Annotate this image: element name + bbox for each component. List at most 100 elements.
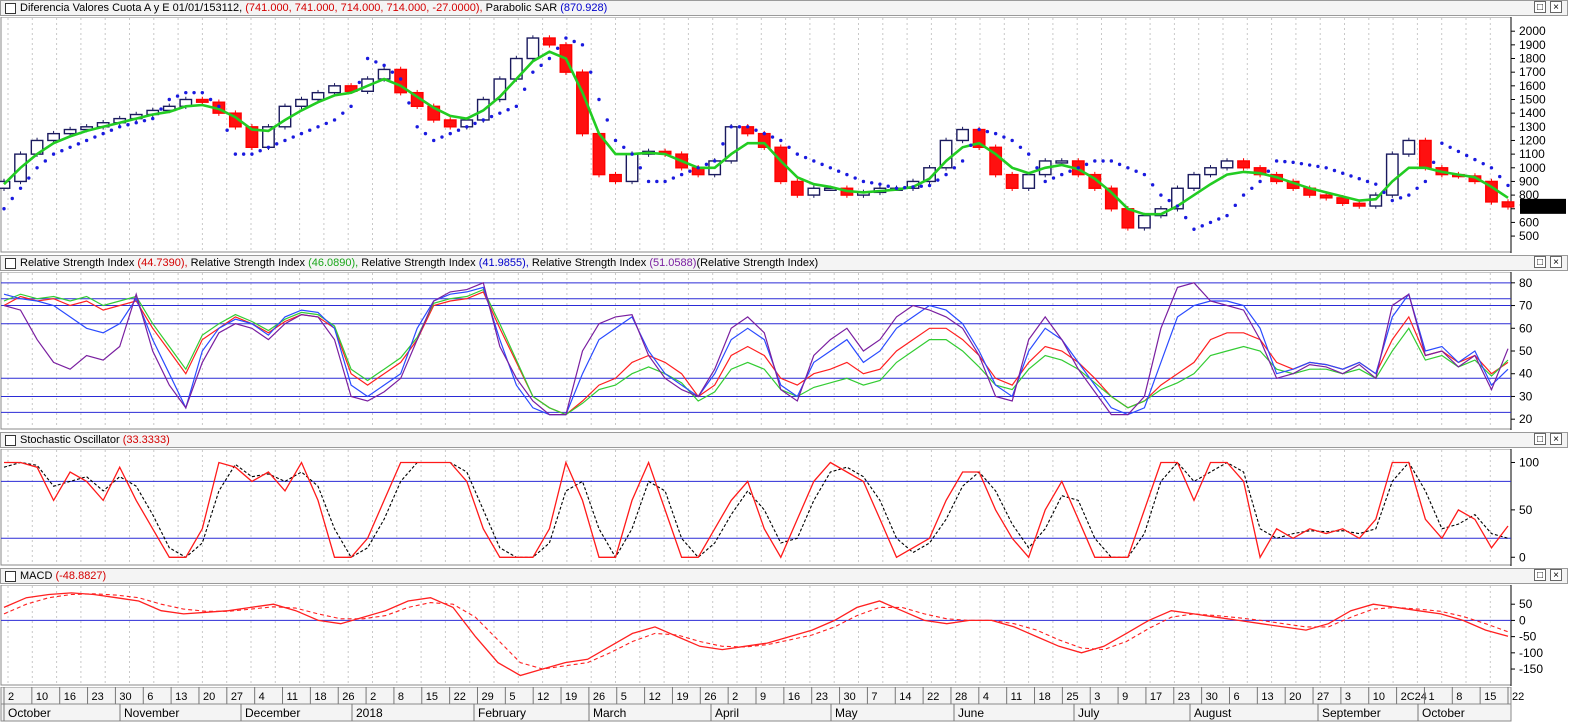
panels.macd.y_ticks-tick-label: 0 bbox=[1519, 613, 1526, 627]
last-price-label: 714.00 bbox=[1522, 200, 1559, 214]
sar-dot bbox=[1299, 161, 1304, 166]
day-label: 29 bbox=[481, 691, 493, 703]
sar-dot bbox=[1398, 196, 1403, 200]
day-label: 5 bbox=[509, 691, 515, 703]
day-label: 10 bbox=[1373, 691, 1385, 703]
price-candle bbox=[790, 180, 804, 196]
price-close-button[interactable]: × bbox=[1550, 1, 1562, 13]
rsi-restore-button[interactable]: □ bbox=[1534, 256, 1546, 268]
panel-menu-icon[interactable] bbox=[5, 3, 16, 14]
sar-dot bbox=[671, 176, 676, 180]
rsi-label-5: (Relative Strength Index) bbox=[696, 257, 819, 269]
macd-line bbox=[3, 592, 1509, 677]
sar-dot bbox=[770, 135, 775, 139]
sar-dot bbox=[225, 128, 229, 132]
sar-dot bbox=[1481, 161, 1485, 166]
sar-dot bbox=[2, 207, 6, 211]
sar-dot bbox=[200, 90, 205, 95]
sar-dot bbox=[1357, 177, 1361, 181]
sar-dot bbox=[1473, 157, 1477, 162]
panels.price.y_ticks-tick-label: 1200 bbox=[1519, 133, 1546, 147]
macd-restore-button[interactable]: □ bbox=[1534, 569, 1546, 581]
sar-dot bbox=[746, 125, 750, 129]
sar-dot bbox=[630, 152, 634, 156]
rsi-label-3: Relative Strength Index bbox=[361, 257, 476, 269]
sar-dot bbox=[1258, 179, 1262, 184]
day-label: 22 bbox=[1512, 691, 1524, 703]
sar-dot bbox=[308, 128, 312, 132]
sar-dot bbox=[721, 142, 725, 146]
price-candle bbox=[1088, 173, 1102, 189]
price-candle bbox=[63, 128, 77, 135]
rsi-panel: Relative Strength Index (44.7390), Relat… bbox=[0, 255, 1570, 430]
day-label: 16 bbox=[788, 691, 800, 703]
sar-dot bbox=[903, 185, 907, 190]
sar-dot bbox=[27, 176, 31, 180]
stoch-value: (33.3333) bbox=[122, 434, 170, 446]
sar-dot bbox=[696, 166, 700, 170]
macd-chart: 50 0 -50 -100 -150 bbox=[0, 585, 1543, 686]
sar-dot bbox=[217, 104, 221, 109]
rsi-label-2: Relative Strength Index bbox=[190, 257, 305, 269]
panel-menu-icon[interactable] bbox=[5, 571, 16, 582]
day-label: 8 bbox=[398, 691, 404, 703]
price-ohlc: (741.000, 741.000, 714.000, 714.000, -27… bbox=[245, 2, 483, 14]
rsi-panel-header: Relative Strength Index (44.7390), Relat… bbox=[0, 255, 1568, 271]
price-candle bbox=[1352, 202, 1366, 207]
panels.price.y_ticks-tick-label: 2000 bbox=[1519, 24, 1546, 38]
price-candle bbox=[245, 126, 259, 148]
sar-dot bbox=[779, 138, 783, 143]
sar-dot bbox=[1316, 164, 1320, 169]
panel-menu-icon[interactable] bbox=[5, 435, 16, 446]
price-candle bbox=[344, 85, 358, 92]
day-label: 26 bbox=[593, 691, 605, 703]
sar-dot bbox=[1431, 160, 1436, 165]
price-chart: 2000190018001700160015001400130012001100… bbox=[0, 17, 1566, 253]
sar-dot bbox=[35, 166, 39, 170]
sar-dot bbox=[175, 94, 180, 98]
price-restore-button[interactable]: □ bbox=[1534, 1, 1546, 13]
stoch-restore-button[interactable]: □ bbox=[1534, 433, 1546, 445]
sar-dot bbox=[1266, 169, 1271, 173]
sar-dot bbox=[407, 101, 411, 105]
macd-value: (-48.8827) bbox=[55, 570, 107, 582]
sar-dot bbox=[117, 125, 122, 129]
sar-dot bbox=[101, 131, 105, 136]
sar-dot bbox=[1027, 152, 1031, 156]
sar-dot bbox=[283, 138, 287, 143]
sar-dot bbox=[1390, 198, 1395, 203]
price-candle bbox=[1402, 139, 1416, 155]
macd-panel: MACD (-48.8827) □ × 50 0 -50 -100 -150 bbox=[0, 568, 1570, 686]
sar-label: Parabolic SAR bbox=[485, 2, 558, 14]
rsi-line-4 bbox=[3, 281, 1509, 416]
panels.macd.y_ticks-tick-label: -150 bbox=[1519, 662, 1543, 676]
sar-dot bbox=[514, 104, 519, 109]
sar-dot bbox=[795, 152, 800, 156]
sar-dot bbox=[1464, 153, 1469, 158]
rsi-line-3 bbox=[3, 286, 1509, 416]
sar-dot bbox=[1101, 159, 1105, 163]
sar-dot bbox=[1084, 162, 1089, 167]
rsi-close-button[interactable]: × bbox=[1550, 256, 1562, 268]
price-candle bbox=[609, 173, 622, 183]
sar-dot bbox=[1349, 174, 1353, 178]
stoch-close-button[interactable]: × bbox=[1550, 433, 1562, 445]
sar-dot bbox=[564, 36, 568, 40]
day-label: 7 bbox=[871, 691, 877, 703]
day-label: 26 bbox=[704, 691, 716, 703]
price-candle bbox=[195, 98, 209, 103]
sar-dot bbox=[1068, 169, 1072, 173]
sar-dot bbox=[1506, 183, 1510, 188]
panels.rsi.y_ticks-tick-label: 30 bbox=[1519, 389, 1533, 403]
panel-menu-icon[interactable] bbox=[5, 258, 16, 269]
sar-dot bbox=[1274, 159, 1279, 163]
macd-close-button[interactable]: × bbox=[1550, 569, 1562, 581]
sar-dot bbox=[547, 56, 552, 61]
sar-dot bbox=[324, 121, 328, 126]
sar-dot bbox=[1283, 159, 1287, 164]
sar-dot bbox=[316, 125, 320, 129]
rsi-label-4: Relative Strength Index bbox=[531, 257, 647, 269]
sar-dot bbox=[1150, 183, 1155, 187]
panels.price.y_ticks-tick-label: 900 bbox=[1519, 174, 1539, 188]
day-label: 14 bbox=[899, 691, 911, 703]
